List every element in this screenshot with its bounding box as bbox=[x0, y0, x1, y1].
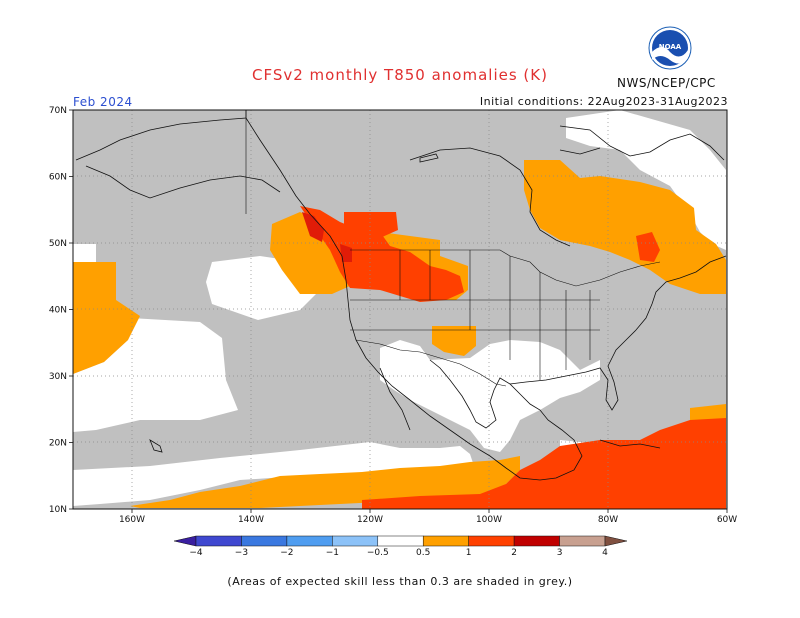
lat-tick-label: 50N bbox=[49, 239, 67, 249]
noaa-logo-icon: NOAA bbox=[648, 26, 692, 70]
agency-label: NWS/NCEP/CPC bbox=[617, 76, 716, 90]
colorbar-swatch bbox=[241, 535, 288, 547]
latitude-axis: 70N 60N 50N 40N 30N 20N 10N bbox=[49, 106, 73, 515]
lat-tick-label: 70N bbox=[49, 106, 67, 116]
lat-tick-label: 40N bbox=[49, 306, 67, 316]
peak-warm-anomaly-regions bbox=[302, 212, 352, 262]
lon-tick-label: 160W bbox=[119, 515, 145, 525]
colorbar-label: 2 bbox=[511, 548, 517, 558]
colorbar-label: 1 bbox=[466, 548, 472, 558]
colorbar-swatch bbox=[559, 535, 606, 547]
political-borders bbox=[245, 110, 661, 387]
lat-tick-label: 10N bbox=[49, 505, 67, 515]
colorbar-label: 4 bbox=[602, 548, 608, 558]
noaa-logo-text: NOAA bbox=[659, 43, 682, 51]
lon-tick-label: 100W bbox=[476, 515, 502, 525]
lat-tick-label: 60N bbox=[49, 173, 67, 183]
coastlines bbox=[75, 110, 727, 481]
colorbar-swatch bbox=[332, 535, 379, 547]
colorbar-label: −1 bbox=[326, 548, 339, 558]
colorbar-max-extension bbox=[604, 535, 628, 547]
colorbar-label: −4 bbox=[189, 548, 203, 558]
lon-tick-label: 120W bbox=[357, 515, 383, 525]
colorbar-min-extension bbox=[173, 535, 197, 547]
lon-tick-label: 140W bbox=[238, 515, 264, 525]
map-title: CFSv2 monthly T850 anomalies (K) bbox=[252, 66, 548, 84]
lon-tick-label: 80W bbox=[598, 515, 618, 525]
footnote: (Areas of expected skill less than 0.3 a… bbox=[227, 575, 573, 588]
strong-warm-anomaly-regions bbox=[300, 206, 726, 509]
colorbar-swatch bbox=[286, 535, 333, 547]
longitude-axis: 160W 140W 120W 100W 80W 60W bbox=[119, 509, 737, 525]
colorbar-swatch bbox=[195, 535, 242, 547]
colorbar-label: −2 bbox=[280, 548, 293, 558]
colorbar: −4 −3 −2 −1 −0.5 0.5 1 2 3 4 bbox=[173, 535, 628, 558]
colorbar-label: 3 bbox=[557, 548, 563, 558]
initial-conditions: Initial conditions: 22Aug2023-31Aug2023 bbox=[479, 95, 728, 108]
colorbar-label: 0.5 bbox=[416, 548, 430, 558]
graticule bbox=[73, 110, 727, 509]
colorbar-label: −3 bbox=[235, 548, 248, 558]
colorbar-swatch bbox=[513, 535, 560, 547]
forecast-month: Feb 2024 bbox=[73, 95, 133, 109]
lat-tick-label: 30N bbox=[49, 372, 67, 382]
colorbar-swatch bbox=[468, 535, 515, 547]
lat-tick-label: 20N bbox=[49, 439, 67, 449]
colorbar-label: −0.5 bbox=[367, 548, 389, 558]
colorbar-swatch bbox=[377, 535, 424, 547]
colorbar-swatch bbox=[422, 535, 469, 547]
lon-tick-label: 60W bbox=[717, 515, 737, 525]
